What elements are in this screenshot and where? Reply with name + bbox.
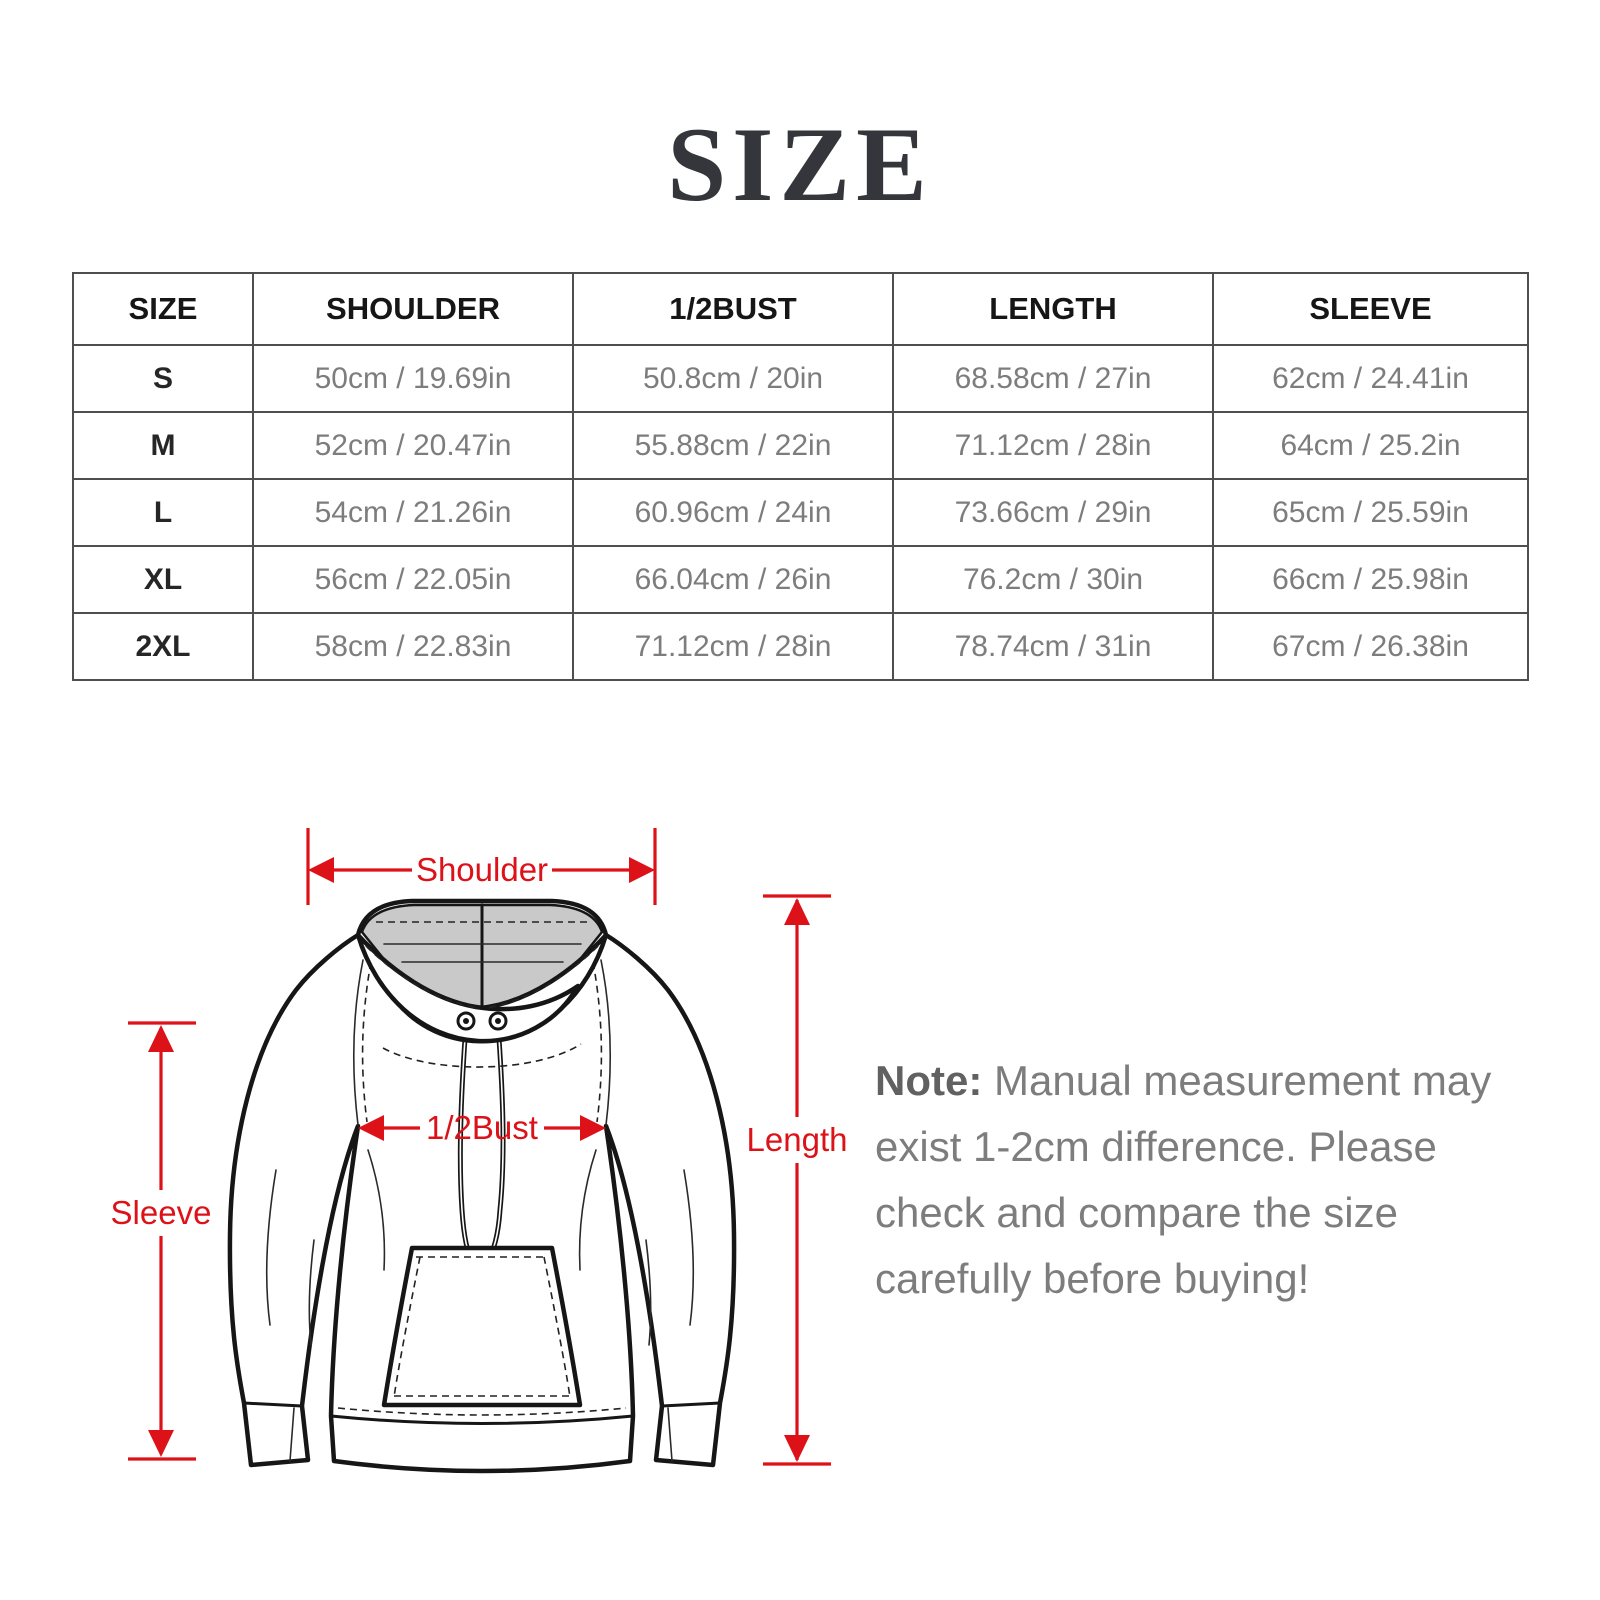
sleeve-wrinkle (265, 1169, 277, 1326)
col-header-shoulder: SHOULDER (252, 272, 574, 346)
note-text-line: exist 1-2cm difference. Please (875, 1123, 1437, 1170)
cell-bust: 66.04cm / 26in (572, 545, 894, 614)
yoke-stitch (382, 1043, 582, 1068)
chest-wrinkle (578, 1149, 597, 1271)
cell-sleeve: 66cm / 25.98in (1212, 545, 1529, 614)
right-raglan-seam (600, 959, 612, 1126)
note-text-line: check and compare the size (875, 1189, 1398, 1236)
right-cuff-line (660, 1401, 722, 1408)
left-cuff-line (242, 1401, 304, 1408)
col-header-sleeve: SLEEVE (1212, 272, 1529, 346)
note-label: Note: (875, 1057, 983, 1104)
arrowhead-right (580, 1115, 606, 1141)
right-cuff-rib (667, 1407, 673, 1462)
cell-bust: 55.88cm / 22in (572, 411, 894, 480)
arrowhead-up (148, 1025, 174, 1052)
row-label: XL (72, 545, 254, 614)
left-raglan-stitch (361, 961, 372, 1123)
left-cuff-rib (289, 1407, 295, 1462)
bust-label: 1/2Bust (426, 1109, 538, 1146)
sleeve-wrinkle (683, 1169, 695, 1326)
hoodie-measurement-diagram: Shoulder Sleeve Length (111, 828, 848, 1474)
cell-length: 68.58cm / 27in (892, 344, 1214, 413)
cell-shoulder: 52cm / 20.47in (252, 411, 574, 480)
length-measure: Length (747, 894, 848, 1466)
pocket-stitch-left (393, 1256, 421, 1398)
cell-bust: 50.8cm / 20in (572, 344, 894, 413)
sleeve-measure: Sleeve (111, 1021, 212, 1461)
cell-shoulder: 54cm / 21.26in (252, 478, 574, 547)
col-header-length: LENGTH (892, 272, 1214, 346)
sleeve-wrinkle (308, 1239, 315, 1346)
collar-stitch-right (485, 945, 599, 1009)
arrowhead-right (629, 857, 655, 883)
arrowhead-left (358, 1115, 384, 1141)
table-row: XL 56cm / 22.05in 66.04cm / 26in 76.2cm … (72, 545, 1529, 614)
hoodie-drawing (227, 898, 737, 1474)
col-header-size: SIZE (72, 272, 254, 346)
size-table-header-row: SIZE SHOULDER 1/2BUST LENGTH SLEEVE (72, 272, 1529, 346)
row-label: M (72, 411, 254, 480)
cell-length: 71.12cm / 28in (892, 411, 1214, 480)
arrowhead-down (148, 1430, 174, 1457)
row-label: L (72, 478, 254, 547)
note-text-line: Manual measurement may (982, 1057, 1492, 1104)
bust-measure: 1/2Bust (358, 1109, 606, 1146)
cell-bust: 71.12cm / 28in (572, 612, 894, 681)
cell-length: 78.74cm / 31in (892, 612, 1214, 681)
col-header-bust: 1/2BUST (572, 272, 894, 346)
cell-sleeve: 62cm / 24.41in (1212, 344, 1529, 413)
hem-stitch-line (337, 1407, 627, 1416)
page-title: SIZE (667, 106, 933, 223)
chest-wrinkle (367, 1149, 386, 1271)
cell-sleeve: 65cm / 25.59in (1212, 478, 1529, 547)
cell-sleeve: 64cm / 25.2in (1212, 411, 1529, 480)
sleeve-wrinkle (645, 1239, 652, 1346)
right-raglan-stitch (592, 961, 603, 1123)
row-label: 2XL (72, 612, 254, 681)
sleeve-label: Sleeve (111, 1194, 212, 1231)
hem-band-line (329, 1414, 635, 1425)
shoulder-label: Shoulder (416, 851, 548, 888)
cell-length: 73.66cm / 29in (892, 478, 1214, 547)
measurement-arrows: Shoulder Sleeve Length (111, 828, 848, 1466)
cell-shoulder: 56cm / 22.05in (252, 545, 574, 614)
table-row: M 52cm / 20.47in 55.88cm / 22in 71.12cm … (72, 411, 1529, 480)
table-row: 2XL 58cm / 22.83in 71.12cm / 28in 78.74c… (72, 612, 1529, 681)
cell-shoulder: 58cm / 22.83in (252, 612, 574, 681)
arrowhead-down (784, 1435, 810, 1462)
measurement-note: Note: Manual measurement may exist 1-2cm… (875, 1048, 1495, 1312)
length-label: Length (747, 1121, 848, 1158)
table-row: L 54cm / 21.26in 60.96cm / 24in 73.66cm … (72, 478, 1529, 547)
cell-shoulder: 50cm / 19.69in (252, 344, 574, 413)
kangaroo-pocket (381, 1245, 583, 1408)
cell-sleeve: 67cm / 26.38in (1212, 612, 1529, 681)
table-row: S 50cm / 19.69in 50.8cm / 20in 68.58cm /… (72, 344, 1529, 413)
left-raglan-seam (352, 959, 364, 1126)
pocket-stitch-right (543, 1256, 571, 1398)
collar-stitch-left (365, 945, 479, 1009)
note-text-line: carefully before buying! (875, 1255, 1310, 1302)
eyelet-left-hole (463, 1018, 469, 1024)
arrowhead-left (308, 857, 334, 883)
cell-bust: 60.96cm / 24in (572, 478, 894, 547)
row-label: S (72, 344, 254, 413)
size-table: SIZE SHOULDER 1/2BUST LENGTH SLEEVE S 50… (72, 272, 1529, 681)
eyelet-right-hole (495, 1018, 501, 1024)
cell-length: 76.2cm / 30in (892, 545, 1214, 614)
arrowhead-up (784, 898, 810, 925)
shoulder-measure: Shoulder (306, 828, 657, 905)
